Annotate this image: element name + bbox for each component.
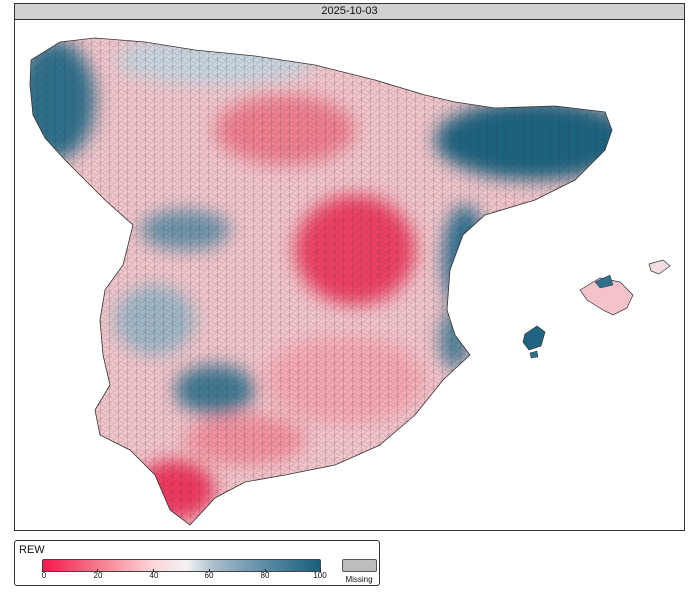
color-scale-bar [42,559,321,572]
legend-title: REW [19,544,45,556]
tick-mark [320,569,321,572]
island-ibiza [522,325,546,351]
map-panel: 2025-10-03 [14,3,685,531]
island-menorca [648,259,671,275]
tick-label: 60 [204,571,214,580]
tick-label: 0 [41,571,47,580]
missing-label: Missing [345,575,373,584]
tick-mark [265,569,266,572]
island-mallorca-north [594,274,614,289]
missing-swatch [342,559,377,572]
tick-label: 40 [149,571,159,580]
tick-mark [153,569,154,572]
legend: REW 0 20 40 60 80 100 Missing [14,540,380,586]
tick-label: 80 [260,571,270,580]
choropleth-map [29,37,671,526]
panel-title: 2025-10-03 [15,4,684,20]
tick-mark [42,569,43,572]
tick-label: 100 [313,571,327,580]
tick-label: 20 [93,571,103,580]
tick-mark [97,569,98,572]
tick-mark [209,569,210,572]
island-formentera [529,350,539,359]
